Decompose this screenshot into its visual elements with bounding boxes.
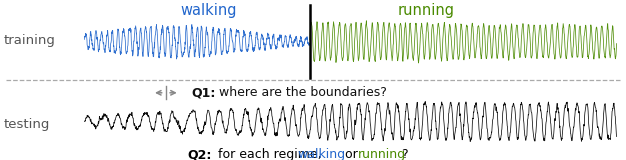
- Text: where are the boundaries?: where are the boundaries?: [215, 86, 387, 99]
- Text: or: or: [341, 148, 361, 160]
- Text: walking: walking: [297, 148, 346, 160]
- Text: for each regime,: for each regime,: [214, 148, 326, 160]
- Text: testing: testing: [3, 118, 49, 131]
- Text: Q2:: Q2:: [188, 148, 212, 160]
- Text: running: running: [398, 3, 455, 18]
- Text: training: training: [3, 34, 55, 47]
- Text: ?: ?: [401, 148, 408, 160]
- Text: walking: walking: [180, 3, 237, 18]
- Text: Q1:: Q1:: [191, 86, 215, 99]
- Text: running: running: [358, 148, 406, 160]
